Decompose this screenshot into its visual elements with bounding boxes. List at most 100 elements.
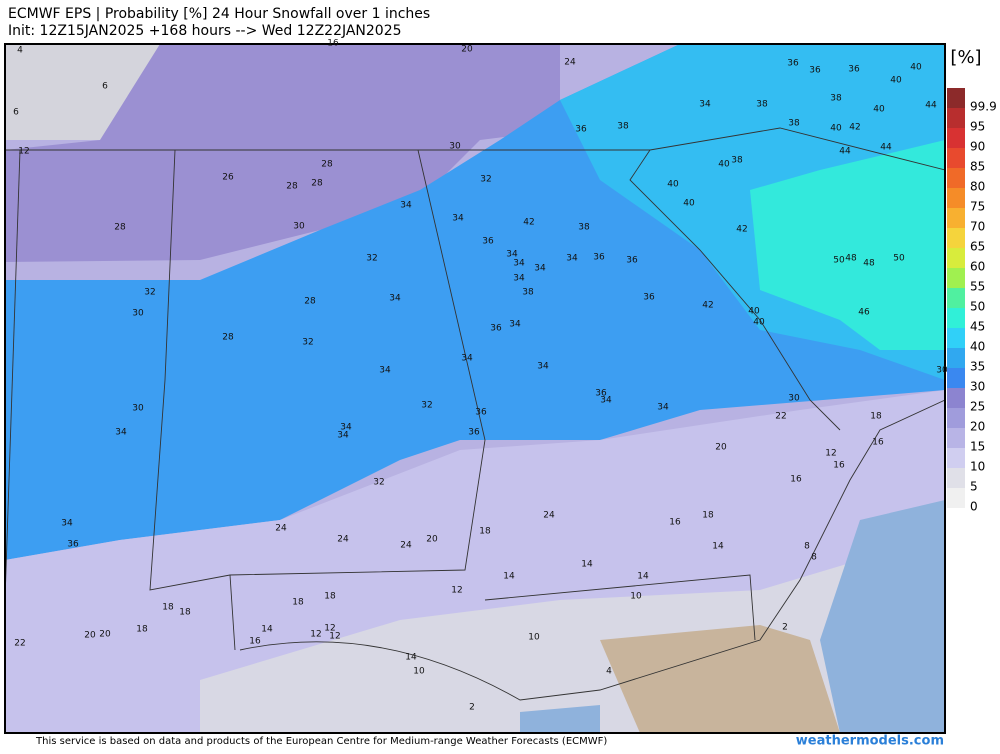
map-label: 18: [324, 592, 336, 602]
map-label: 12: [310, 630, 321, 640]
map-layer: [5, 44, 945, 733]
map-label: 2: [469, 703, 475, 713]
legend-label: 30: [970, 380, 985, 394]
shade: [750, 140, 945, 350]
coastline: [239, 399, 945, 701]
map-label: 16: [790, 475, 802, 485]
map-label: 50: [893, 254, 905, 264]
map-label: 40: [753, 318, 765, 328]
map-label: 14: [405, 653, 417, 663]
legend-swatch: [947, 108, 965, 128]
state-border: [5, 149, 21, 601]
brand[interactable]: weathermodels.com: [796, 734, 944, 749]
map-label: 38: [756, 100, 768, 110]
map-label: 20: [99, 630, 111, 640]
legend-swatch: [947, 448, 965, 468]
map-label: 44: [880, 143, 892, 153]
legend-swatch: [947, 208, 965, 228]
map-label: 30: [449, 142, 461, 152]
map-label: 34: [506, 250, 518, 260]
legend-label: 20: [970, 420, 985, 434]
legend-label: 45: [970, 320, 985, 334]
map-label: 14: [581, 560, 593, 570]
map-label: 14: [503, 572, 515, 582]
map-label: 20: [426, 535, 438, 545]
map-label: 10: [413, 667, 425, 677]
legend-label: 60: [970, 260, 985, 274]
map-label: 28: [311, 179, 323, 189]
map-label: 2: [782, 623, 788, 633]
map-label: 34: [337, 431, 349, 441]
map-label: 42: [849, 123, 860, 133]
map-label: 48: [845, 254, 857, 264]
map-label: 40: [718, 160, 730, 170]
map-label: 34: [379, 366, 391, 376]
map-label: 36: [475, 408, 487, 418]
legend-swatch: [947, 228, 965, 248]
map-label: 18: [292, 598, 304, 608]
map-label: 24: [543, 511, 555, 521]
map-label: 36: [468, 428, 480, 438]
legend-label: 10: [970, 460, 985, 474]
map-label: 40: [830, 124, 842, 134]
map-label: 40: [910, 63, 922, 73]
credit: This service is based on data and produc…: [35, 736, 607, 747]
legend-swatch: [947, 408, 965, 428]
legend: 99.9959085807570656055504540353025201510…: [947, 88, 997, 514]
map-label: 34: [513, 274, 525, 284]
map-label: 28: [222, 333, 234, 343]
map-label: 16: [327, 39, 339, 49]
legend-label: 40: [970, 340, 985, 354]
map-label: 14: [261, 625, 273, 635]
map-label: 32: [421, 401, 432, 411]
map-label: 28: [114, 223, 126, 233]
map-label: 20: [84, 631, 96, 641]
map-label: 38: [617, 122, 629, 132]
map-label: 50: [833, 256, 845, 266]
map-label: 36: [626, 256, 638, 266]
map-label: 12: [324, 624, 335, 634]
legend-unit: [%]: [950, 47, 981, 68]
legend-label: 85: [970, 160, 985, 174]
map-label: 34: [389, 294, 401, 304]
ocean: [520, 705, 600, 733]
map-label: 24: [275, 524, 287, 534]
map-label: 36: [643, 293, 655, 303]
legend-swatch: [947, 388, 965, 408]
legend-swatch: [947, 88, 965, 108]
map-label: 22: [775, 412, 786, 422]
legend-swatch: [947, 328, 965, 348]
map-label: 34: [566, 254, 578, 264]
map-label: 34: [400, 201, 412, 211]
map-label: 18: [870, 412, 882, 422]
map-label: 40: [748, 307, 760, 317]
map-label: 44: [925, 101, 937, 111]
map-label: 12: [451, 586, 462, 596]
legend-label: 80: [970, 180, 985, 194]
map-label: 18: [179, 608, 191, 618]
legend-swatch: [947, 308, 965, 328]
state-border: [629, 149, 841, 431]
map-label: 12: [329, 632, 340, 642]
map-label: 34: [461, 354, 473, 364]
map-label: 34: [600, 396, 612, 406]
ocean: [820, 500, 945, 733]
map-label: 32: [366, 254, 377, 264]
map-label: 38: [830, 94, 842, 104]
map-label: 18: [136, 625, 148, 635]
map-label: 36: [787, 59, 799, 69]
map-frame: [4, 43, 946, 734]
legend-label: 5: [970, 480, 978, 494]
map-label: 14: [712, 542, 724, 552]
state-border: [484, 574, 756, 641]
legend-swatch: [947, 168, 965, 188]
map-label: 34: [537, 362, 549, 372]
state-border: [229, 149, 486, 651]
map-label: 48: [863, 259, 875, 269]
map-label: 32: [373, 478, 384, 488]
map-label: 40: [667, 180, 679, 190]
legend-label: 70: [970, 220, 985, 234]
map-label: 34: [513, 259, 525, 269]
map-label: 42: [523, 218, 534, 228]
